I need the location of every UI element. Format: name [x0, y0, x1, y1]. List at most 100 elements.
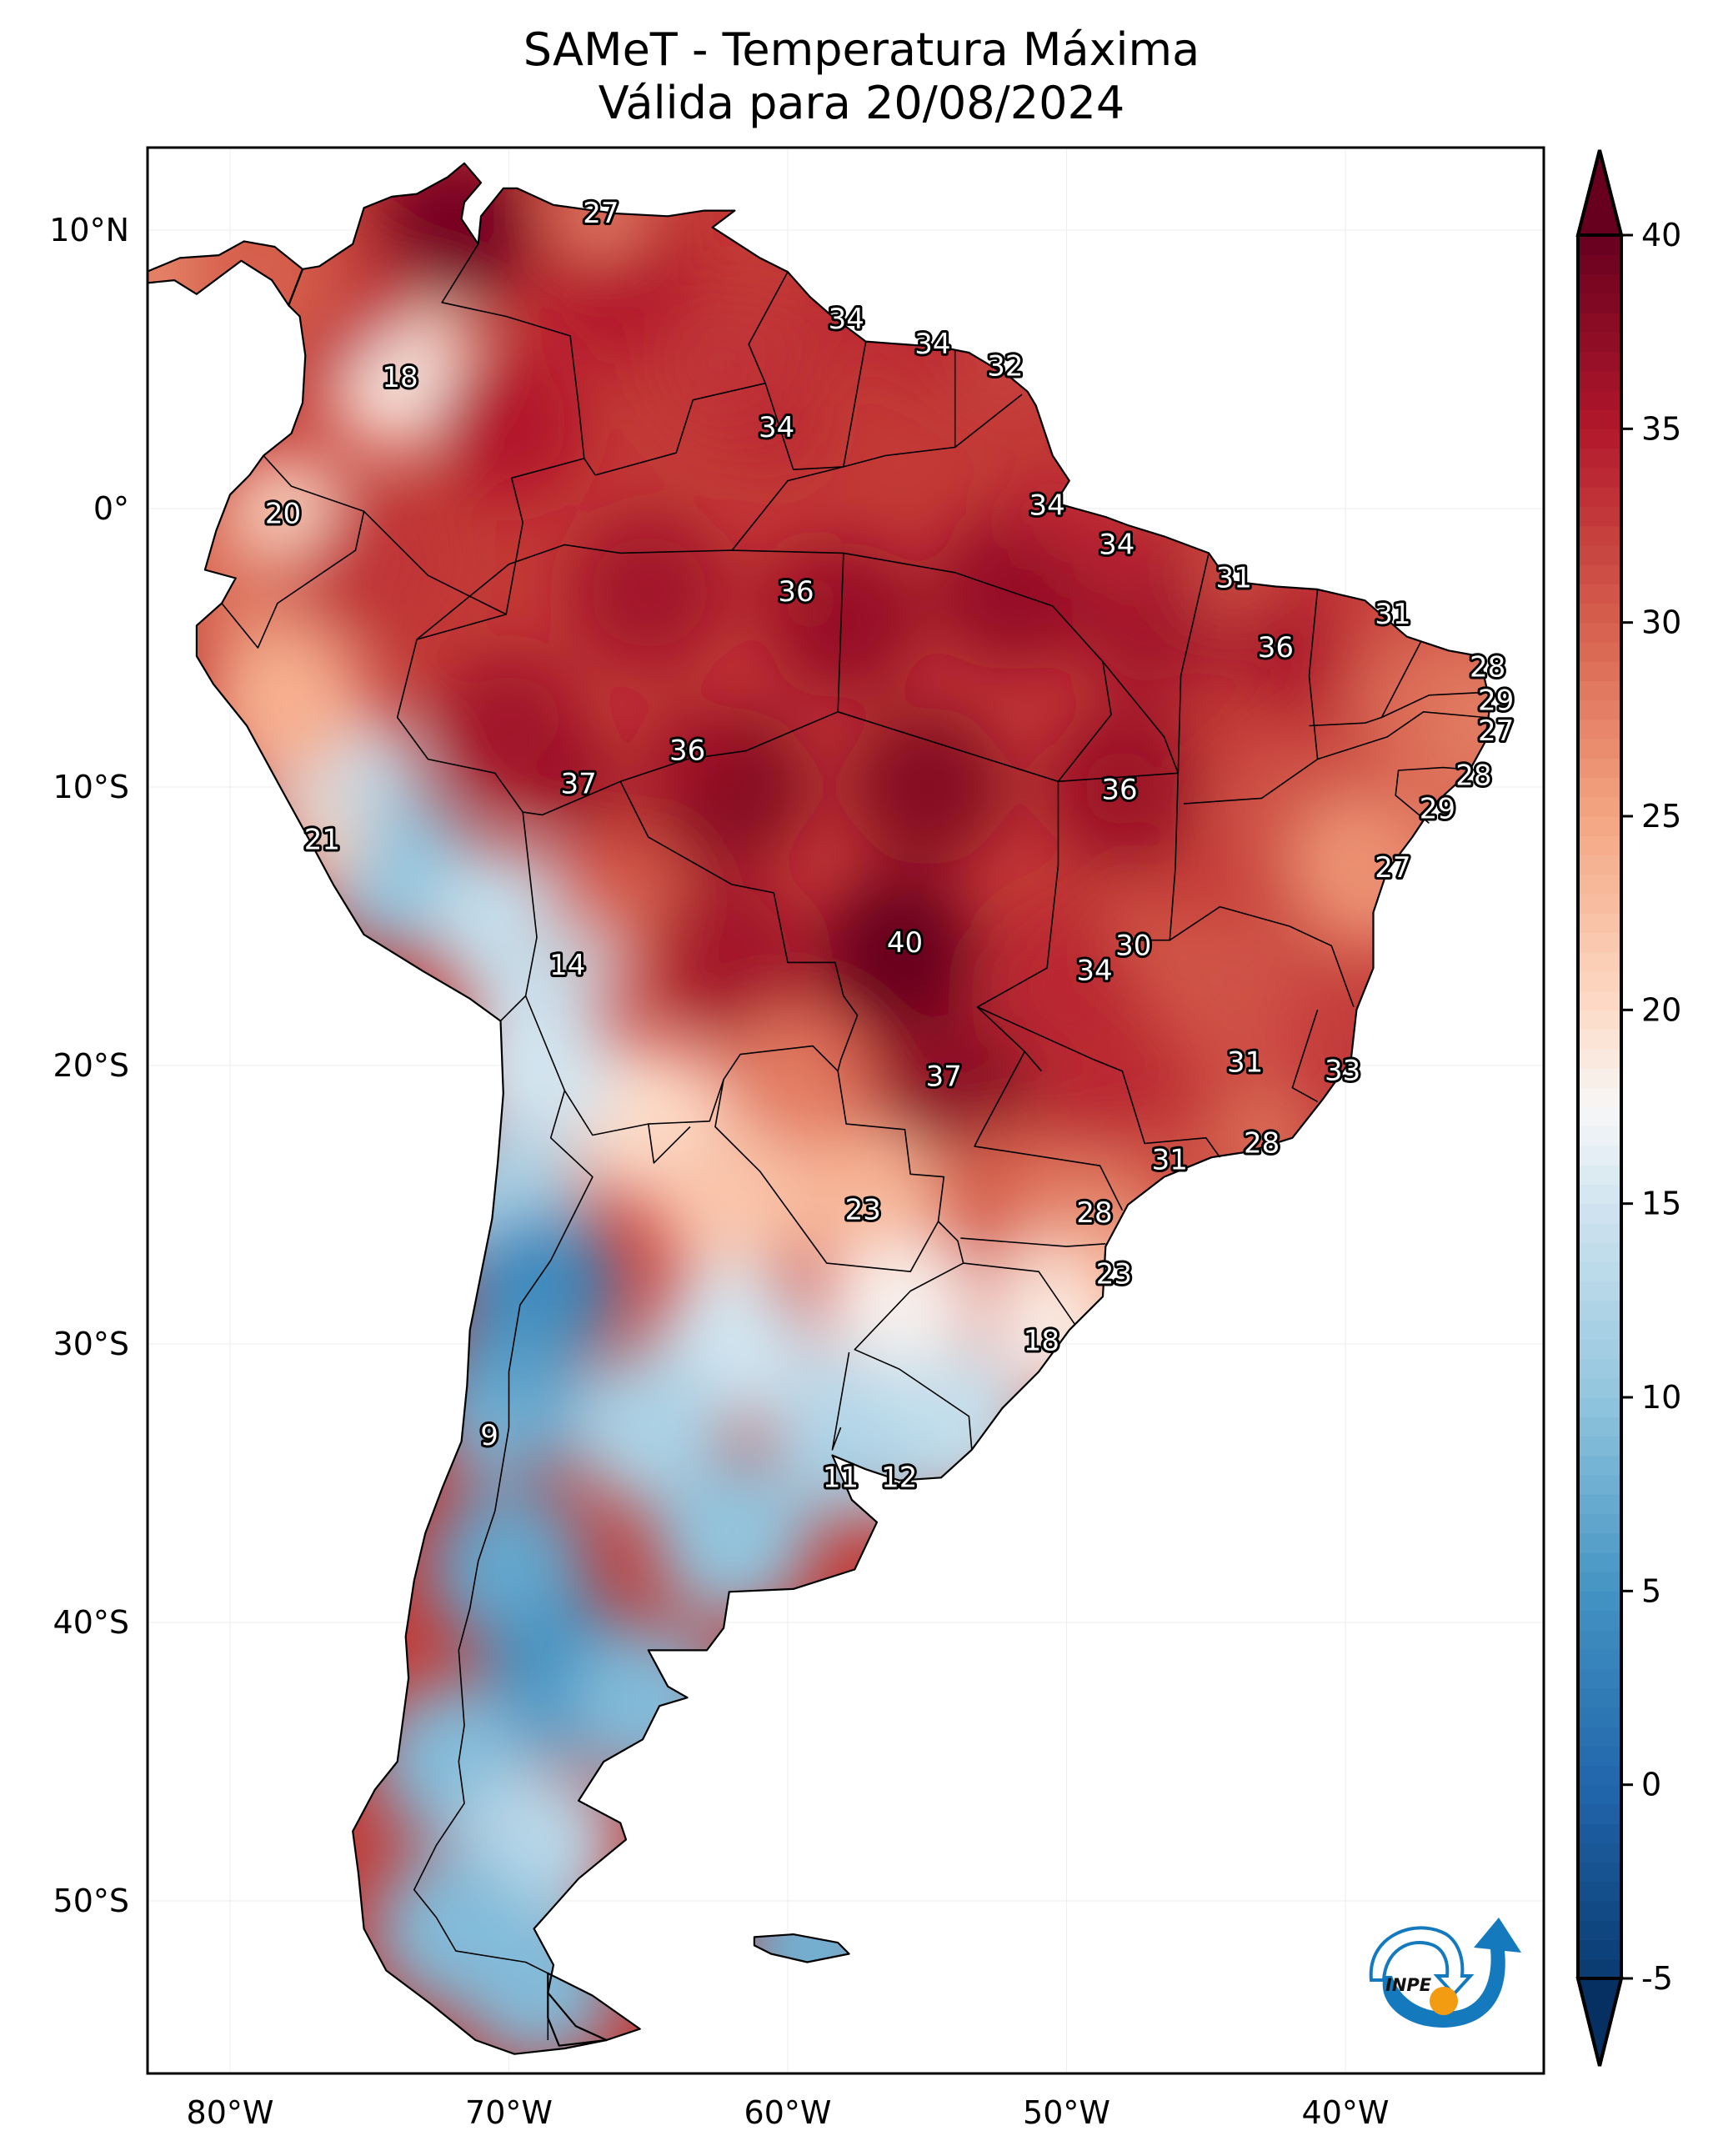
temperature-value-label: 29 [1478, 684, 1514, 717]
coastline-panama [148, 240, 304, 307]
y-tick-label: 20°S [53, 1047, 129, 1084]
coastline [195, 162, 1491, 2055]
colorbar-band [1578, 544, 1621, 565]
temperature-value-label: 36 [1258, 631, 1294, 664]
colorbar-band [1578, 1416, 1621, 1437]
colorbar-band [1578, 1920, 1621, 1941]
colorbar-band [1578, 777, 1621, 798]
temperature-value-label: 36 [669, 735, 705, 768]
field-sample [730, 382, 823, 474]
colorbar-band [1578, 1649, 1621, 1669]
temperature-value-label: 9 [480, 1419, 498, 1452]
colorbar-band [1578, 254, 1621, 275]
colorbar-band [1578, 1203, 1621, 1224]
temperature-value-label: 27 [1478, 714, 1514, 748]
temperature-value-label: 36 [1101, 773, 1137, 806]
border-line [416, 544, 1054, 640]
temperature-value-label: 31 [1375, 598, 1410, 631]
temperature-value-label: 37 [560, 768, 596, 801]
colorbar-band [1578, 1106, 1621, 1127]
field-sample [817, 1164, 909, 1256]
temperature-value-label: 31 [1216, 562, 1252, 595]
field-anchor [290, 484, 449, 644]
colorbar-band [1578, 796, 1621, 817]
colorbar-band [1578, 1610, 1621, 1631]
temperature-value-label: 34 [914, 328, 950, 361]
colorbar-tick-label: 20 [1641, 991, 1681, 1028]
field-sample [443, 1390, 536, 1482]
border-line [263, 454, 585, 615]
y-tick-label: 0° [93, 490, 129, 527]
colorbar-band [1578, 1358, 1621, 1379]
border-line [731, 466, 844, 551]
colorbar-band [1578, 293, 1621, 313]
colorbar-tick-label: -5 [1641, 1960, 1673, 1997]
colorbar-band [1578, 1746, 1621, 1767]
border-line [1177, 553, 1210, 774]
temperature-value-label: 27 [583, 197, 619, 230]
colorbar-band [1578, 1668, 1621, 1689]
border-line [524, 995, 839, 1136]
border-line [1309, 641, 1422, 727]
colorbar-band [1578, 1436, 1621, 1457]
temperature-value-label: 18 [382, 361, 418, 394]
colorbar-band [1578, 506, 1621, 527]
colorbar-band [1578, 970, 1621, 991]
colorbar-band [1578, 1843, 1621, 1863]
border-line [974, 1050, 1124, 1211]
colorbar-tick-label: 0 [1641, 1767, 1661, 1803]
colorbar: 40 35 30 25 20 15 10 5 0 -5 [1575, 149, 1681, 2067]
colorbar-band [1578, 1320, 1621, 1340]
temperature-value-label: 40 [887, 926, 923, 960]
colorbar-tick-label: 40 [1641, 217, 1681, 253]
y-axis-ticks: 10°N 0° 10°S 20°S 30°S 40°S 50°S [49, 212, 129, 1919]
logo-text: INPE [1385, 1975, 1432, 1995]
x-tick-label: 60°W [744, 2094, 832, 2131]
colorbar-band [1578, 1629, 1621, 1650]
temperature-value-label: 28 [1455, 760, 1491, 793]
field-anchor [429, 345, 589, 504]
colorbar-band [1578, 467, 1621, 488]
border-line [1102, 661, 1180, 941]
colorbar-band [1578, 584, 1621, 604]
y-tick-label: 40°S [53, 1604, 129, 1641]
field-sample [750, 546, 843, 639]
border-line [1291, 1009, 1319, 1103]
inpe-logo: INPE [1369, 1918, 1521, 2028]
temperature-value-label: 21 [304, 823, 340, 856]
colorbar-band [1578, 1126, 1621, 1146]
border-line [499, 812, 538, 1022]
border-line [221, 511, 365, 649]
colorbar-band [1578, 1765, 1621, 1786]
temperature-value-label: 37 [926, 1060, 962, 1093]
colorbar-band [1578, 739, 1621, 759]
colorbar-band [1578, 1823, 1621, 1843]
colorbar-band [1578, 641, 1621, 662]
colorbar-extend-min [1575, 1977, 1624, 2067]
colorbar-band [1578, 1377, 1621, 1398]
colorbar-band [1578, 1572, 1621, 1592]
temperature-value-label: 14 [549, 949, 585, 982]
colorbar-band [1578, 758, 1621, 779]
colorbar-band [1578, 874, 1621, 895]
colorbar-band [1578, 1707, 1621, 1727]
border-line [396, 614, 973, 1450]
colorbar-band [1578, 312, 1621, 333]
border-line [413, 1090, 594, 2040]
colorbar-band [1578, 1242, 1621, 1262]
field-anchor [568, 513, 728, 672]
border-line [963, 1262, 1076, 1326]
field-anchor [568, 1348, 728, 1507]
colorbar-ticks: 40 35 30 25 20 15 10 5 0 -5 [1621, 217, 1681, 1997]
title-line-2: Válida para 20/08/2024 [598, 77, 1125, 129]
colorbar-band [1578, 1862, 1621, 1883]
colorbar-tick-label: 35 [1641, 410, 1681, 447]
field-sample [898, 1030, 990, 1123]
logo-sun-icon [1430, 1987, 1458, 2015]
temperature-value-label: 28 [1244, 1127, 1280, 1161]
field-sample [859, 897, 951, 990]
border-line [648, 1123, 691, 1164]
colorbar-band [1578, 487, 1621, 507]
colorbar-band [1578, 1939, 1621, 1960]
